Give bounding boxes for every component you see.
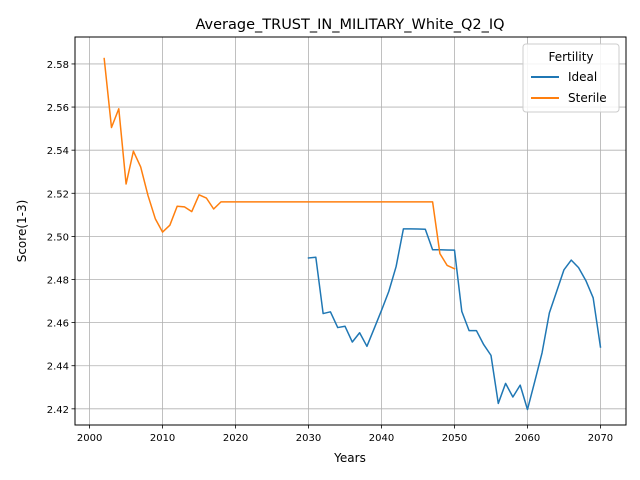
y-axis-label: Score(1-3) (15, 200, 29, 263)
x-axis-label: Years (333, 451, 366, 465)
series-lines (103, 57, 602, 411)
chart-title: Average_TRUST_IN_MILITARY_White_Q2_IQ (195, 17, 504, 33)
y-tick-label: 2.44 (47, 362, 69, 373)
plot-frame (74, 36, 627, 426)
y-tick-label: 2.42 (47, 405, 69, 416)
legend-title: Fertility (548, 50, 593, 64)
x-tick-label: 2030 (296, 433, 321, 444)
axes: 2000 2010 2020 2030 2040 2050 2060 2070 2.42 2.44… (47, 60, 613, 444)
y-tick-label: 2.56 (47, 103, 69, 114)
y-tick-label: 2.46 (47, 319, 69, 330)
x-tick-label: 2010 (150, 433, 175, 444)
x-tick-label: 2040 (369, 433, 394, 444)
y-tick-label: 2.48 (47, 276, 69, 287)
series-line-ideal (307, 228, 602, 411)
series-line-sterile (103, 57, 456, 270)
x-tick-label: 2070 (588, 433, 613, 444)
legend-box (522, 43, 620, 113)
y-tick-label: 2.52 (47, 189, 69, 200)
legend: Fertility Ideal Sterile (522, 43, 620, 113)
x-tick-label: 2050 (442, 433, 467, 444)
x-tick-label: 2020 (223, 433, 248, 444)
legend-label-ideal: Ideal (568, 70, 597, 84)
y-tick-label: 2.58 (47, 60, 69, 71)
y-tick-label: 2.50 (47, 232, 69, 243)
x-tick-label: 2060 (515, 433, 540, 444)
x-tick-label: 2000 (77, 433, 102, 444)
legend-label-sterile: Sterile (568, 91, 607, 105)
y-tick-label: 2.54 (47, 146, 69, 157)
